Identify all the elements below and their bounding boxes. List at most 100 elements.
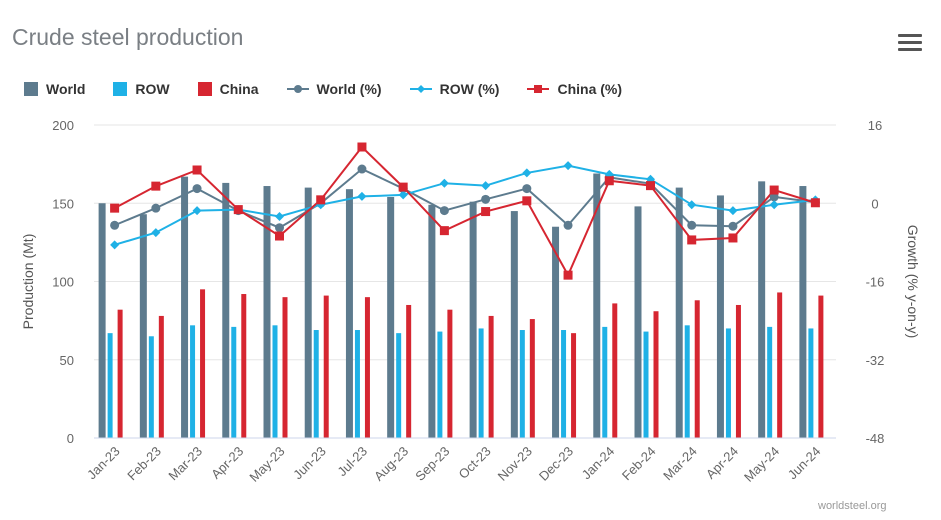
point-world-pct [398,184,408,194]
credit-label: worldsteel.org [818,500,887,512]
bar-china [406,304,412,438]
y-tick-label: 200 [52,118,74,133]
legend-item-china-pct[interactable]: China (%) [527,81,622,97]
point-world-pct [316,198,326,208]
legend-label: China [219,81,259,97]
point-china-pct [151,181,161,191]
point-china-pct [110,203,120,213]
point-china-pct [728,233,738,243]
point-row-pct [769,200,779,210]
x-tick-label: Apr-23 [208,444,246,482]
bar-row [437,331,443,438]
y-axis-title: Production (Mt) [20,234,36,330]
point-row-pct [110,240,120,250]
legend-item-world[interactable]: World [24,81,85,97]
bar-china [735,304,741,438]
bar-row [190,325,196,438]
point-row-pct [728,206,738,216]
y-tick-label: 150 [52,196,74,211]
menu-line-icon [898,34,922,37]
point-china-pct [563,270,573,280]
point-world-pct [563,220,573,230]
point-row-pct [604,169,614,179]
legend-item-row-pct[interactable]: ROW (%) [409,81,500,97]
point-china-pct [439,226,449,236]
y-tick-label: 100 [52,275,74,290]
bar-row [602,326,608,438]
point-china-pct [810,198,820,208]
bar-china [241,294,247,438]
bar-world [799,186,807,438]
point-china-pct [233,205,243,215]
point-world-pct [728,221,738,231]
bar-china [612,303,618,438]
bar-world [345,189,353,438]
point-world-pct [769,192,779,202]
point-china-pct [646,181,655,191]
legend-item-china[interactable]: China [197,81,259,97]
bar-world [304,187,312,438]
bar-china [200,289,206,438]
bar-world [510,211,518,438]
point-world-pct [687,220,697,230]
point-china-pct [192,165,202,175]
point-row-pct [192,206,202,216]
bar-row [354,330,360,438]
x-tick-label: Nov-23 [495,444,535,484]
bar-world [98,203,106,438]
bar-china [818,295,824,438]
bar-china [488,315,494,438]
legend-world-pct-line-icon [286,85,309,93]
point-row-pct [275,211,284,221]
x-tick-label: Mar-24 [660,444,700,484]
bar-row [396,333,402,438]
legend-label: World (%) [316,81,382,97]
bar-china [694,300,700,438]
bar-world [634,206,642,438]
point-row-pct [563,161,573,171]
hamburger-menu-icon[interactable] [898,34,922,54]
point-row-pct [398,190,408,200]
point-row-pct [522,168,532,178]
point-world-pct [439,206,449,216]
legend-world-swatch-icon [24,82,38,96]
bar-china [323,295,329,438]
x-tick-label: Aug-23 [371,444,411,484]
bar-row [808,328,814,438]
legend-item-world-pct[interactable]: World (%) [286,81,382,97]
point-world-pct [604,172,614,182]
y2-tick-label: -16 [866,275,885,290]
bar-world [716,195,724,438]
point-world-pct [522,184,532,194]
bar-row [519,330,525,438]
y2-tick-label: -32 [866,353,885,368]
legend-china-pct-line-icon [527,85,550,93]
bar-world [469,201,477,438]
legend-row-swatch-icon [113,82,128,96]
bar-row [725,328,731,438]
y2-tick-label: 16 [868,118,882,133]
point-world-pct [357,164,367,174]
x-tick-label: Dec-23 [536,444,576,484]
legend-label: ROW (%) [439,81,500,97]
bar-china [364,297,370,438]
legend-item-row[interactable]: ROW [113,81,170,97]
bar-china [282,297,288,438]
point-world-pct [275,223,284,233]
x-tick-label: May-23 [246,444,287,485]
point-row-pct [810,195,820,205]
bar-china [158,315,164,438]
menu-line-icon [898,48,922,51]
legend-china-swatch-icon [197,82,212,96]
bar-world [758,181,766,438]
bar-world [387,196,395,438]
point-world-pct [110,220,120,230]
x-tick-label: Feb-24 [619,444,659,484]
bar-china [571,333,577,438]
x-tick-label: Jun-24 [785,444,824,483]
bar-world [552,226,560,438]
chart-title: Crude steel production [12,24,244,50]
point-world-pct [646,179,655,189]
point-row-pct [316,200,326,210]
